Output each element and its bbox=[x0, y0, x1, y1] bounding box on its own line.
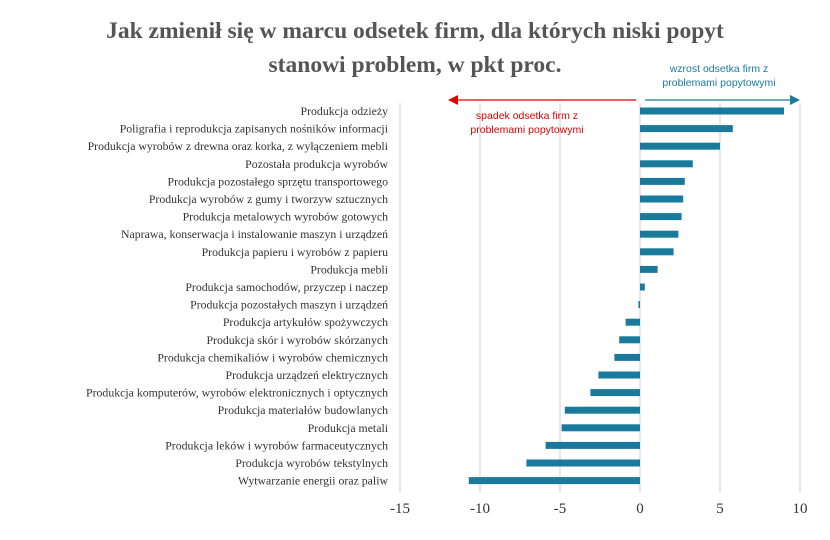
category-label: Produkcja komputerów, wyrobów elektronic… bbox=[86, 386, 388, 400]
bar bbox=[640, 283, 645, 291]
x-tick-label: -10 bbox=[470, 501, 490, 517]
bar bbox=[619, 336, 640, 344]
decrease-annotation-line-1: spadek odsetka firm z bbox=[476, 110, 578, 122]
category-label: Produkcja metali bbox=[308, 421, 389, 435]
category-label: Produkcja metalowych wyrobów gotowych bbox=[183, 210, 389, 224]
x-tick-label: 0 bbox=[636, 501, 644, 517]
grid-layer bbox=[399, 103, 801, 492]
category-label: Produkcja materiałów budowlanych bbox=[218, 403, 388, 417]
bar bbox=[590, 389, 640, 397]
bar bbox=[640, 195, 684, 203]
bar bbox=[640, 248, 674, 256]
x-axis-ticks: -15 -10 -5 0 5 10 bbox=[390, 501, 808, 517]
category-label: Produkcja pozostałego sprzętu transporto… bbox=[168, 174, 389, 188]
category-label: Produkcja papieru i wyrobów z papieru bbox=[202, 245, 389, 259]
chart-title-line-1: Jak zmienił się w marcu odsetek firm, dl… bbox=[106, 18, 724, 44]
bar bbox=[625, 318, 640, 326]
increase-annotation-line-1: wzrost odsetka firm z bbox=[669, 63, 769, 75]
bar bbox=[640, 213, 682, 221]
bar bbox=[640, 125, 733, 133]
chart-title-line-2: stanowi problem, w pkt proc. bbox=[268, 52, 562, 78]
bar bbox=[561, 424, 640, 432]
bar bbox=[564, 406, 640, 414]
category-label: Poligrafia i reprodukcja zapisanych nośn… bbox=[120, 122, 389, 136]
category-label: Produkcja wyrobów z drewna oraz korka, z… bbox=[88, 139, 389, 153]
category-label: Produkcja samochodów, przyczep i naczep bbox=[185, 280, 388, 294]
bar bbox=[640, 160, 693, 168]
category-label: Produkcja mebli bbox=[310, 262, 388, 276]
chart-title: Jak zmienił się w marcu odsetek firm, dl… bbox=[40, 14, 790, 82]
category-label: Produkcja wyrobów z gumy i tworzyw sztuc… bbox=[149, 192, 388, 206]
x-tick-label: 10 bbox=[793, 501, 808, 517]
bar bbox=[545, 441, 640, 449]
category-label: Pozostała produkcja wyrobów bbox=[245, 157, 388, 171]
category-label: Produkcja leków i wyrobów farmaceutyczny… bbox=[165, 438, 388, 452]
increase-annotation-line-2: problemami popytowymi bbox=[662, 77, 775, 89]
bar bbox=[598, 371, 640, 379]
x-tick-label: 5 bbox=[716, 501, 724, 517]
category-label: Produkcja odzieży bbox=[301, 104, 389, 118]
category-label: Wytwarzanie energii oraz paliw bbox=[238, 474, 389, 488]
bar bbox=[468, 477, 640, 485]
bar bbox=[640, 265, 658, 273]
bar bbox=[640, 230, 679, 238]
category-label: Naprawa, konserwacja i instalowanie masz… bbox=[121, 227, 388, 241]
bar bbox=[640, 177, 685, 185]
bar bbox=[614, 353, 640, 361]
decrease-annotation-line-2: problemami popytowymi bbox=[470, 124, 583, 136]
bar bbox=[638, 301, 640, 309]
category-label: Produkcja wyrobów tekstylnych bbox=[235, 456, 388, 470]
bar bbox=[640, 142, 720, 150]
category-label: Produkcja urządzeń elektrycznych bbox=[226, 368, 389, 382]
category-label: Produkcja skór i wyrobów skórzanych bbox=[206, 333, 388, 347]
bar bbox=[526, 459, 640, 467]
x-tick-label: -5 bbox=[554, 501, 567, 517]
category-label: Produkcja chemikaliów i wyrobów chemiczn… bbox=[157, 350, 388, 364]
category-label: Produkcja pozostałych maszyn i urządzeń bbox=[190, 298, 388, 312]
bar bbox=[640, 107, 784, 115]
bars-layer bbox=[468, 107, 784, 485]
category-labels: Produkcja odzieży Poligrafia i reprodukcj… bbox=[86, 104, 389, 488]
category-label: Produkcja artykułów spożywczych bbox=[223, 315, 388, 329]
x-tick-label: -15 bbox=[390, 501, 410, 517]
